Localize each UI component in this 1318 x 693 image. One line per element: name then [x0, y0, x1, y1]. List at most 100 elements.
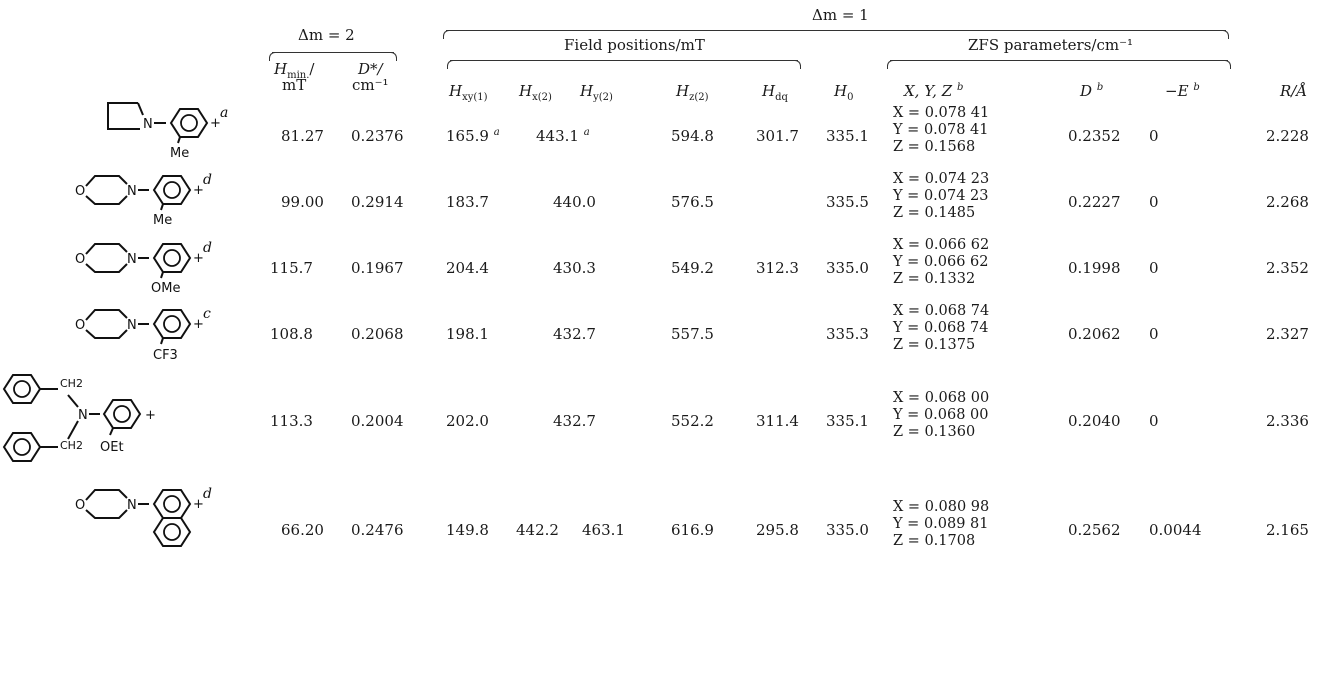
- row3-hdq: 312.3: [756, 259, 799, 277]
- row2-hz2: 576.5: [671, 193, 714, 211]
- row4-h0: 335.3: [826, 325, 869, 343]
- row4-hxy1: 198.1: [446, 325, 489, 343]
- row5-hxy1: 202.0: [446, 412, 489, 430]
- row1-r: 2.228: [1266, 127, 1309, 145]
- row1-hxy1: 165.9 a: [446, 127, 500, 145]
- row6-zfs-z: Z = 0.1708: [893, 533, 976, 549]
- row6-hx2: 442.2: [516, 521, 559, 539]
- charge-label: +: [210, 116, 221, 131]
- header-field-positions: Field positions/mT: [564, 36, 705, 54]
- row4-zfs-z: Z = 0.1375: [893, 337, 976, 353]
- brace-zfs-parameters: [887, 60, 1231, 69]
- row6-h0: 335.0: [826, 521, 869, 539]
- svg-text:d: d: [203, 240, 212, 256]
- col-hz2: Hz(2): [676, 82, 709, 103]
- row4-dstar: 0.2068: [351, 325, 404, 343]
- row5-hz2: 552.2: [671, 412, 714, 430]
- row5-zfs-z: Z = 0.1360: [893, 424, 976, 440]
- row3-h0: 335.0: [826, 259, 869, 277]
- n-atom-label: N: [78, 408, 88, 423]
- svg-text:c: c: [203, 306, 211, 322]
- row5-zfs-x: X = 0.068 00: [893, 390, 990, 406]
- svg-text:OEt: OEt: [100, 440, 124, 455]
- row2-zfs-y: Y = 0.074 23: [893, 188, 989, 204]
- row6-hz2: 616.9: [671, 521, 714, 539]
- col-h0: H0: [834, 82, 854, 103]
- row2-hxy1: 183.7: [446, 193, 489, 211]
- row3-zfs-y: Y = 0.066 62: [893, 254, 989, 270]
- svg-text:O: O: [75, 498, 85, 513]
- row4-zfs-x: X = 0.068 74: [893, 303, 990, 319]
- clipped-caption-strip: [0, 0, 1318, 6]
- row3-hz2: 549.2: [671, 259, 714, 277]
- svg-text:N: N: [127, 252, 137, 267]
- row2-dstar: 0.2914: [351, 193, 404, 211]
- row6-hmin: 66.20: [281, 521, 324, 539]
- row3-zfs-x: X = 0.066 62: [893, 237, 990, 253]
- svg-text:CF3: CF3: [153, 348, 178, 363]
- note-label: d: [203, 172, 212, 188]
- substituent-label: Me: [170, 146, 189, 161]
- row6-zfs-x: X = 0.080 98: [893, 499, 990, 515]
- row3-r: 2.352: [1266, 259, 1309, 277]
- col-hx2: Hx(2): [519, 82, 552, 103]
- col-hmin: Hmin./: [274, 60, 315, 81]
- row5-dstar: 0.2004: [351, 412, 404, 430]
- row6-r: 2.165: [1266, 521, 1309, 539]
- row5-d: 0.2040: [1068, 412, 1121, 430]
- brace-field-positions: [447, 60, 801, 69]
- col-d: D b: [1080, 82, 1104, 100]
- col-hmin-unit: mT: [282, 76, 307, 94]
- note-label: a: [220, 105, 228, 121]
- row4-hz2: 557.5: [671, 325, 714, 343]
- row3-hmin: 115.7: [270, 259, 313, 277]
- row1-hxy2: 443.1 a: [536, 127, 590, 145]
- row6-hy2: 463.1: [582, 521, 625, 539]
- n-atom-label: N: [143, 117, 153, 132]
- row5-h0: 335.1: [826, 412, 869, 430]
- row1-e: 0: [1149, 127, 1159, 145]
- row3-dstar: 0.1967: [351, 259, 404, 277]
- row5-e: 0: [1149, 412, 1159, 430]
- col-hxy1: Hxy(1): [449, 82, 488, 103]
- row4-hmin: 108.8: [270, 325, 313, 343]
- col-hdq: Hdq: [762, 82, 788, 103]
- col-xyz: X, Y, Z b: [904, 82, 964, 100]
- svg-text:O: O: [75, 252, 85, 267]
- row1-zfs-y: Y = 0.078 41: [893, 122, 989, 138]
- row4-hxy2: 432.7: [553, 325, 596, 343]
- row2-r: 2.268: [1266, 193, 1309, 211]
- header-delta-m-1: Δm = 1: [812, 6, 869, 24]
- ch2-bottom-label: CH2: [60, 439, 83, 452]
- row1-zfs-z: Z = 0.1568: [893, 139, 976, 155]
- row1-hz2: 594.8: [671, 127, 714, 145]
- svg-text:+: +: [193, 251, 204, 266]
- row6-hdq: 295.8: [756, 521, 799, 539]
- structure-morpholino-anisidine: O N OMe + d: [75, 240, 212, 296]
- row1-d: 0.2352: [1068, 127, 1121, 145]
- structure-dibenzylamino-phenetidine: CH2 N CH2 OEt +: [2, 374, 156, 462]
- charge-label: +: [193, 183, 204, 198]
- svg-text:N: N: [127, 498, 137, 513]
- row3-zfs-z: Z = 0.1332: [893, 271, 976, 287]
- row3-d: 0.1998: [1068, 259, 1121, 277]
- svg-text:d: d: [203, 486, 212, 502]
- row2-h0: 335.5: [826, 193, 869, 211]
- row4-r: 2.327: [1266, 325, 1309, 343]
- row2-zfs-z: Z = 0.1485: [893, 205, 976, 221]
- row3-hxy1: 204.4: [446, 259, 489, 277]
- header-zfs-parameters: ZFS parameters/cm⁻¹: [968, 36, 1134, 54]
- svg-text:+: +: [193, 317, 204, 332]
- structure-morpholino-toluidine: O N Me + d: [75, 172, 212, 228]
- row1-h0: 335.1: [826, 127, 869, 145]
- row1-hdq: 301.7: [756, 127, 799, 145]
- o-atom-label: O: [75, 184, 85, 199]
- col-r: R/Å: [1280, 82, 1308, 100]
- row6-dstar: 0.2476: [351, 521, 404, 539]
- col-hy2: Hy(2): [580, 82, 613, 103]
- row5-hdq: 311.4: [756, 412, 799, 430]
- row1-hmin: 81.27: [281, 127, 324, 145]
- brace-delta-m-2: [269, 52, 397, 61]
- row4-d: 0.2062: [1068, 325, 1121, 343]
- row3-e: 0: [1149, 259, 1159, 277]
